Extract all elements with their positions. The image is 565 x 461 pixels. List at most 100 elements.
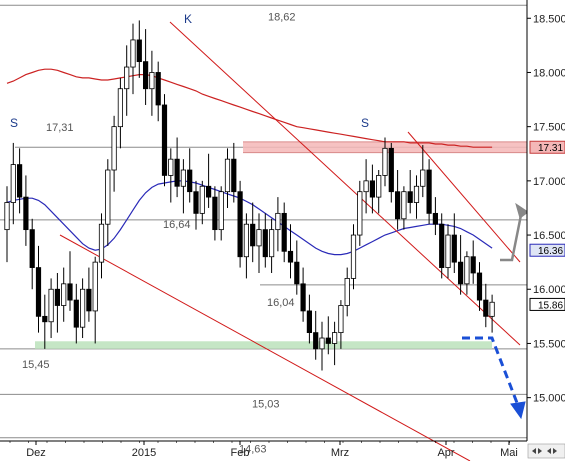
candle-up: [357, 191, 363, 236]
candle-up: [80, 288, 86, 328]
forecast-up-arrow: [500, 209, 524, 262]
candle-up: [92, 261, 98, 312]
candle-down: [394, 191, 401, 220]
candle-up: [376, 175, 382, 198]
candle-down: [287, 250, 294, 263]
candle-down: [212, 196, 218, 231]
candle-down: [142, 61, 149, 90]
x-tick-label: 2015: [132, 447, 156, 459]
candle-down: [174, 158, 180, 187]
scroll-controls: [527, 443, 565, 459]
moving-average-short: [6, 180, 493, 256]
candle-up: [413, 185, 420, 203]
candle-up: [344, 278, 350, 306]
candle-down: [439, 223, 445, 268]
candle-up: [111, 126, 117, 171]
candle-down: [136, 39, 142, 63]
candle-up: [48, 288, 54, 323]
candle-up: [243, 223, 249, 258]
candle-down: [54, 288, 61, 306]
support-zone: [35, 341, 492, 349]
price-tag-label: 15.86: [538, 300, 563, 311]
candle-down: [432, 212, 439, 225]
candle-up: [464, 256, 470, 285]
candle-down: [483, 299, 489, 317]
candle-up: [489, 301, 495, 317]
candle-down: [300, 283, 306, 312]
pivot-marker: K: [184, 12, 192, 26]
x-tick-label: Dez: [26, 447, 46, 459]
y-axis-panel: [527, 0, 565, 461]
candle-down: [67, 283, 73, 301]
candle-down: [262, 229, 268, 258]
candle-up: [124, 66, 130, 90]
candle-down: [73, 299, 79, 328]
price-tag: [529, 140, 565, 154]
candle-up: [401, 191, 407, 220]
y-tick-label: 17.000: [533, 176, 565, 188]
level-label: 17,31: [46, 122, 74, 134]
zoom-in-icon: [553, 448, 557, 454]
candle-up: [149, 72, 155, 90]
candle-up: [10, 164, 16, 203]
candle-up: [319, 337, 325, 350]
candle-down: [205, 185, 212, 198]
forecast-down-arrow: [462, 336, 521, 409]
candle-up: [256, 229, 262, 247]
forecast-arrows: [462, 202, 529, 420]
candle-down: [42, 315, 48, 323]
candle-up: [445, 234, 451, 268]
candle-down: [29, 229, 35, 268]
candle-down: [470, 256, 476, 274]
trend-line-short: [407, 131, 521, 263]
moving-average-long: [6, 68, 493, 148]
zoom-out-icon: [547, 448, 551, 454]
candle-down: [193, 191, 199, 214]
candle-up: [98, 223, 105, 263]
price-tag: [529, 243, 565, 257]
candle-down: [369, 180, 376, 198]
candle-down: [161, 104, 168, 176]
trend-line-upper: [169, 21, 521, 346]
candle-down: [476, 272, 483, 301]
pivot-marker: S: [10, 116, 18, 130]
candle-up: [338, 305, 344, 334]
candle-up: [117, 88, 123, 128]
level-label: 16,64: [163, 219, 191, 231]
scroll-right-icon: [538, 448, 542, 454]
candle-down: [457, 261, 464, 285]
y-tick-label: 16.500: [533, 230, 565, 242]
candle-up: [363, 180, 369, 193]
y-tick-label: 17.500: [533, 122, 565, 134]
candle-down: [237, 191, 243, 258]
candle-down: [407, 191, 413, 203]
candle-down: [325, 337, 331, 344]
candle-down: [388, 147, 394, 193]
x-tick-label: Mai: [500, 447, 518, 459]
candle-up: [168, 158, 174, 176]
price-tag: [529, 297, 565, 311]
y-tick-label: 16.000: [533, 284, 565, 296]
forecast-down-arrowhead: [510, 401, 526, 420]
candle-up: [420, 169, 426, 187]
candle-down: [294, 261, 300, 285]
candle-down: [86, 288, 92, 312]
candle-down: [426, 169, 432, 214]
candle-up: [130, 39, 136, 68]
y-tick-label: 18.500: [533, 13, 565, 25]
trend-line-lower: [59, 234, 471, 461]
y-tick-label: 18.000: [533, 67, 565, 79]
pivot-marker: S: [361, 116, 369, 130]
forecast-up-arrowhead: [515, 202, 529, 219]
candle-down: [35, 267, 42, 317]
candle-down: [451, 234, 457, 263]
x-tick-label: Mrz: [331, 447, 349, 459]
trend-lines: [59, 21, 521, 461]
candle-down: [23, 196, 29, 231]
candle-down: [231, 158, 237, 193]
level-label: 18,62: [268, 11, 296, 23]
candle-up: [331, 332, 338, 344]
